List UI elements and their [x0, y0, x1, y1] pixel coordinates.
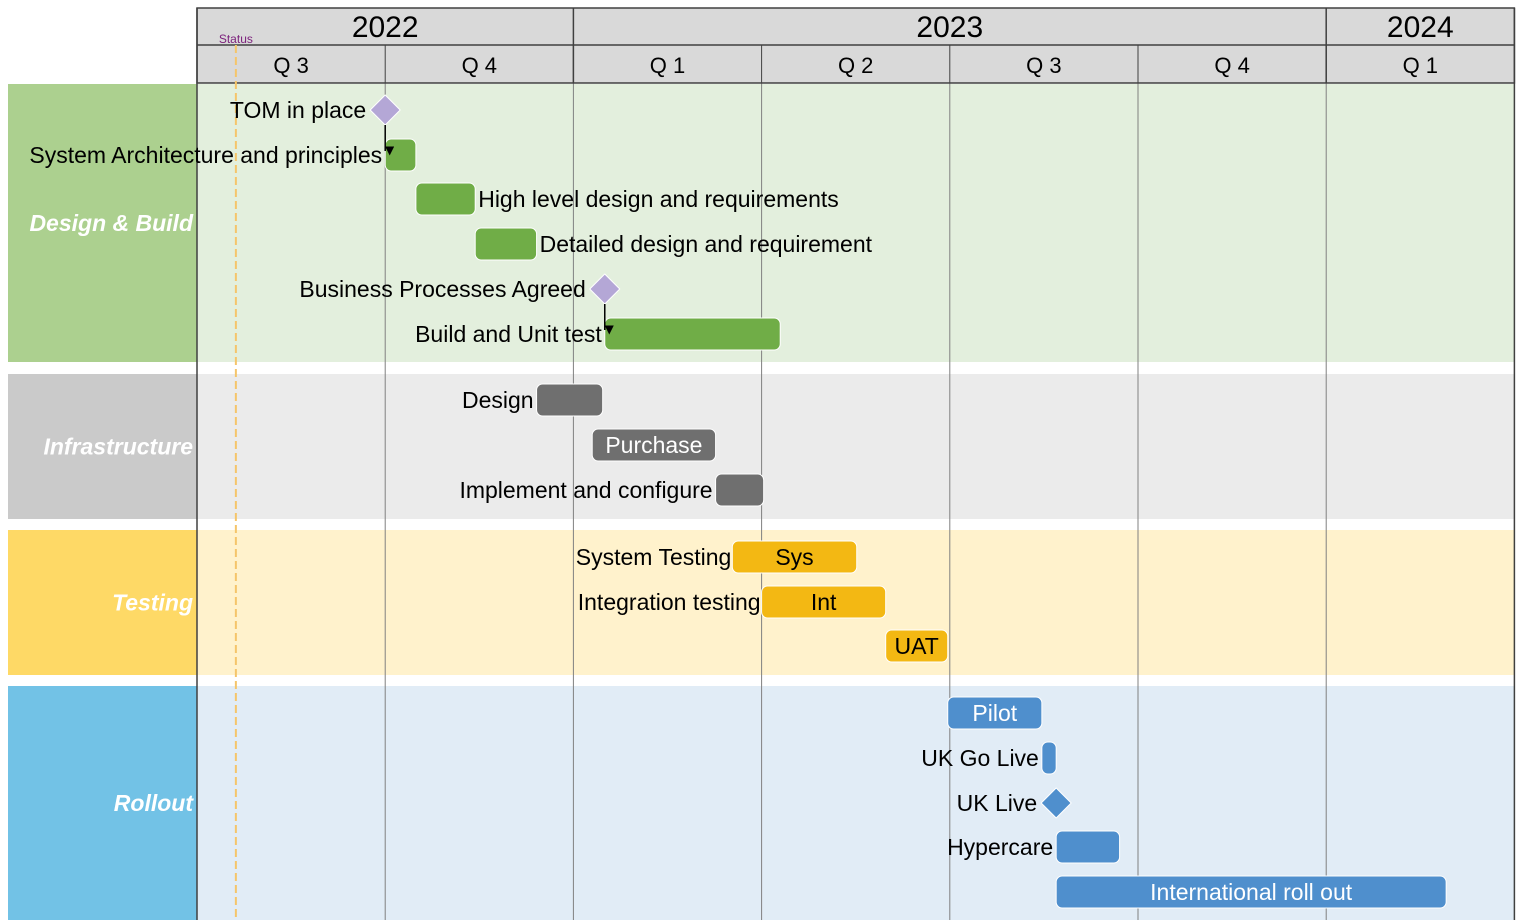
group-label: Rollout: [114, 790, 195, 816]
task-label: Build and Unit test: [415, 321, 602, 347]
timeline-header: 2022 2023 2024 Q 3 Q 4 Q 1 Q 2 Q 3 Q 4 Q 1: [196, 7, 1516, 920]
quarter-label: Q 3: [1026, 53, 1061, 78]
task-bar-text: Int: [811, 589, 837, 615]
quarter-label: Q 3: [273, 53, 308, 78]
task-rows: TOM in place System Architecture and prin…: [29, 94, 1447, 909]
task-bar-label: International roll out: [1150, 879, 1353, 905]
quarter-label: Q 1: [650, 53, 685, 78]
group-label: Testing: [112, 590, 193, 616]
quarter-label: Q 2: [838, 53, 873, 78]
task-bar-text: UAT: [895, 633, 939, 659]
quarter-gridlines: [384, 45, 1327, 920]
task-bar-label: Pilot: [972, 700, 1017, 726]
year-label: 2023: [916, 11, 983, 44]
task-label: Implement and configure: [459, 477, 712, 503]
group-label-cell: [8, 530, 197, 675]
task-bar: [731, 540, 858, 574]
task-bar: [947, 696, 1043, 730]
task-bar-text: Sys: [775, 544, 813, 570]
task-label: System Architecture and principles: [29, 142, 382, 168]
task-bar: [604, 317, 781, 351]
group-label: Infrastructure: [43, 434, 193, 460]
task-bar: [1055, 830, 1121, 864]
task-bar: [415, 182, 476, 216]
task-label: Business Processes Agreed: [299, 276, 585, 302]
group-label-cell: [8, 374, 197, 519]
group-backgrounds: Design & Build Infrastructure Testing Rollo…: [8, 84, 1515, 920]
task-label: TOM in place: [230, 97, 366, 123]
year-label: 2024: [1387, 11, 1454, 44]
year-label: 2022: [352, 11, 419, 44]
quarter-label: Q 4: [1214, 53, 1249, 78]
group-label-cell: [8, 84, 197, 362]
task-label: Hypercare: [947, 834, 1053, 860]
group-label-cell: [8, 686, 197, 920]
task-bar: [761, 585, 887, 619]
task-bar: [536, 383, 604, 417]
status-line: Status: [219, 32, 253, 920]
group-row-background: [197, 84, 1515, 362]
group-label: Design & Build: [29, 210, 194, 236]
task-label: UK Live: [957, 790, 1038, 816]
task-bar-label: Purchase: [605, 432, 702, 458]
task-label: UK Go Live: [921, 745, 1039, 771]
task-bar: [384, 138, 417, 172]
milestone-diamond: [1040, 787, 1072, 819]
task-label: Design: [462, 387, 534, 413]
task-bar: [885, 629, 949, 663]
quarter-label: Q 1: [1403, 53, 1438, 78]
status-label: Status: [219, 32, 253, 46]
quarter-label: Q 4: [462, 53, 497, 78]
task-bar: [474, 227, 538, 261]
task-label: Integration testing: [578, 589, 761, 615]
task-bar: [591, 428, 717, 462]
task-bar: [715, 473, 765, 507]
task-label: Detailed design and requirement: [540, 231, 873, 257]
task-bar: [1055, 875, 1447, 909]
task-bar: [1041, 741, 1057, 775]
task-label: High level design and requirements: [478, 186, 839, 212]
group-row-background: [197, 374, 1515, 519]
task-label: System Testing: [576, 544, 732, 570]
